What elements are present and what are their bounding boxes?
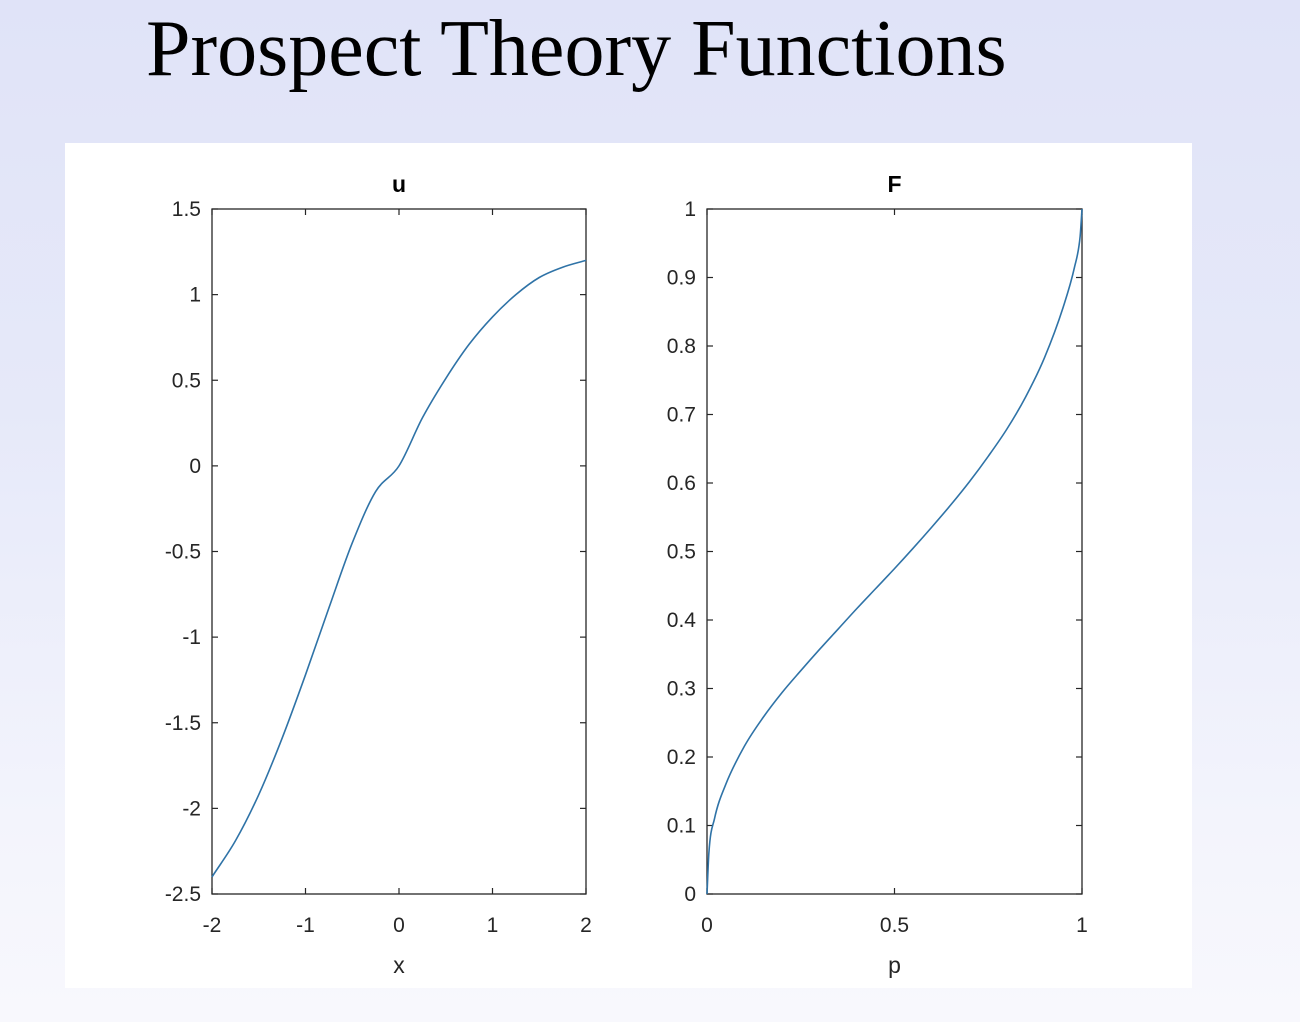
x-tick-label: 0.5	[880, 914, 909, 937]
y-tick-label: 1	[684, 198, 696, 221]
y-tick-label: 0.1	[667, 815, 696, 838]
axes-box	[706, 208, 1083, 895]
y-tick-label: -2.5	[165, 883, 201, 906]
slide-title: Prospect Theory Functions	[146, 5, 1007, 93]
x-tick-label: 0	[393, 914, 405, 937]
subplot-title: F	[887, 171, 901, 197]
x-axis-label: x	[393, 952, 405, 978]
y-tick-label: 0.3	[667, 678, 696, 701]
y-tick-label: -1	[182, 626, 201, 649]
y-tick-label: -2	[182, 797, 201, 820]
y-tick-label: 0.5	[667, 541, 696, 564]
y-tick-label: 1.5	[172, 198, 201, 221]
subplot-1: -2 -1 0 1 2-2.5-2-1.5-1-0.500.511.5ux	[165, 171, 592, 978]
axes-box	[211, 208, 587, 895]
y-tick-label: 0.9	[667, 267, 696, 290]
y-tick-label: 1	[189, 284, 201, 307]
x-axis-label: p	[888, 952, 901, 978]
y-tick-label: 0.5	[172, 369, 201, 392]
figure-window: -2 -1 0 1 2 -2.5 -2 -1.5 -1 -0.5 0 0.5 1 1.5 u x 0 0.5 1 0 0…	[65, 143, 1192, 988]
x-tick-label: -1	[296, 914, 315, 937]
y-tick-label: 0.8	[667, 335, 696, 358]
y-tick-label: 0.4	[667, 609, 697, 632]
series-line	[706, 208, 1083, 895]
y-tick-label: 0	[684, 883, 696, 906]
x-tick-label: 0	[701, 914, 713, 937]
y-tick-label: 0.2	[667, 746, 696, 769]
x-tick-label: 1	[487, 914, 499, 937]
subplot-2: 0 0.5 1 0 0.1 0.2 0.3 0.4 0.5 0.6 0.7 0.8 0.9 1 Fp	[667, 171, 1088, 978]
y-tick-label: -1.5	[165, 712, 201, 735]
subplot-title: u	[392, 171, 406, 197]
y-tick-label: 0	[189, 455, 201, 478]
x-tick-label: 1	[1076, 914, 1088, 937]
y-tick-label: 0.7	[667, 404, 696, 427]
x-tick-label: 2	[580, 914, 592, 937]
series-line	[211, 259, 587, 878]
y-tick-label: -0.5	[165, 541, 201, 564]
y-tick-label: 0.6	[667, 472, 696, 495]
x-tick-label: -2	[203, 914, 222, 937]
